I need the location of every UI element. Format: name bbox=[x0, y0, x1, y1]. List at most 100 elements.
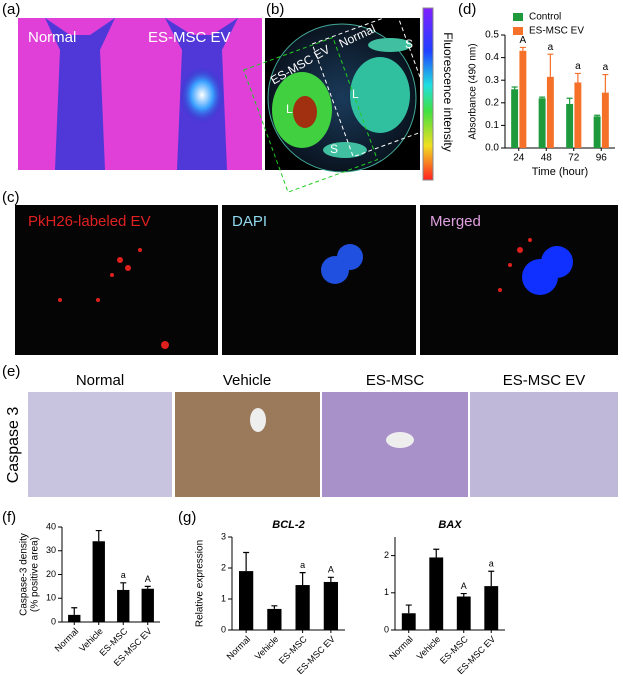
bar bbox=[511, 89, 519, 148]
liver-core bbox=[293, 96, 317, 128]
y-tick-label: 0.1 bbox=[485, 120, 499, 131]
image-label: L bbox=[286, 102, 293, 116]
error-bar bbox=[95, 529, 102, 542]
y-tick-label: 3 bbox=[221, 531, 226, 541]
legend-label: ES-MSC EV bbox=[529, 26, 584, 37]
y-tick-label: 20 bbox=[46, 569, 56, 579]
error-bar bbox=[71, 607, 78, 615]
y-tick-label: 2 bbox=[384, 550, 389, 560]
y-tick-label: 30 bbox=[46, 545, 56, 555]
bar bbox=[323, 581, 338, 630]
x-tick-label: 72 bbox=[568, 153, 580, 164]
image bbox=[175, 392, 320, 497]
bar bbox=[429, 557, 444, 630]
error-bar bbox=[144, 585, 151, 589]
dashed-box bbox=[242, 36, 378, 193]
y-tick-label: 0.4 bbox=[485, 52, 499, 63]
error-bar bbox=[511, 86, 518, 90]
error-bar bbox=[566, 97, 573, 104]
x-axis-label: Time (hour) bbox=[532, 166, 588, 178]
column-label: Vehicle bbox=[223, 372, 271, 389]
bar bbox=[566, 103, 574, 148]
dashed-box bbox=[311, 12, 439, 158]
bar bbox=[295, 585, 310, 630]
vessel bbox=[386, 432, 414, 448]
mouse-shape bbox=[45, 18, 115, 170]
image bbox=[15, 205, 218, 355]
bar bbox=[519, 50, 527, 148]
error-bar bbox=[488, 570, 495, 587]
image-label: L bbox=[352, 87, 359, 101]
row-label: Caspase 3 bbox=[5, 407, 22, 484]
panel-label: (a) bbox=[2, 1, 20, 18]
column-label: Normal bbox=[76, 372, 124, 389]
x-tick-label: 96 bbox=[596, 153, 608, 164]
bar bbox=[601, 92, 609, 148]
y-tick-label: 0.3 bbox=[485, 75, 499, 86]
image-label: S bbox=[405, 37, 413, 51]
error-bar bbox=[594, 114, 601, 117]
image-label: Merged bbox=[430, 213, 481, 230]
bar bbox=[117, 589, 130, 622]
legend-swatch bbox=[513, 13, 523, 21]
annotation: a bbox=[575, 61, 581, 72]
error-bar bbox=[243, 551, 250, 572]
colorbar bbox=[422, 7, 434, 181]
error-bar bbox=[271, 605, 278, 609]
y-tick-label: 0 bbox=[51, 616, 56, 626]
liver bbox=[350, 57, 410, 133]
bar bbox=[546, 76, 554, 148]
bar bbox=[141, 588, 154, 622]
ev-dots bbox=[58, 248, 169, 349]
panel-label: (f) bbox=[2, 509, 16, 526]
y-tick-label: 0.2 bbox=[485, 97, 499, 108]
bar bbox=[538, 98, 546, 148]
annotation: A bbox=[461, 581, 467, 591]
nucleus bbox=[337, 244, 363, 270]
error-bar bbox=[327, 576, 334, 582]
chart-title: BCL-2 bbox=[272, 519, 304, 531]
column-label: ES-MSC bbox=[366, 372, 425, 389]
annotation: A bbox=[145, 574, 151, 584]
panel-label: (b) bbox=[266, 1, 284, 18]
panel-label: (g) bbox=[178, 509, 196, 526]
annotation: a bbox=[603, 62, 609, 73]
y-tick-label: 0 bbox=[221, 624, 226, 634]
panel-label: (d) bbox=[458, 1, 476, 18]
y-axis-label: (% positive area) bbox=[30, 537, 41, 612]
image bbox=[28, 392, 172, 497]
bar bbox=[593, 116, 601, 148]
bar bbox=[92, 541, 105, 622]
y-axis-label: Caspase-3 density bbox=[19, 533, 30, 616]
error-bar bbox=[547, 53, 554, 77]
column-label: ES-MSC EV bbox=[503, 372, 586, 389]
legend-swatch bbox=[513, 27, 523, 35]
legend-label: Control bbox=[529, 12, 561, 23]
y-axis-label: Relative expression bbox=[195, 540, 206, 627]
y-tick-label: 0 bbox=[384, 624, 389, 634]
y-axis-label: Absorbance (490 nm) bbox=[468, 43, 479, 139]
error-bar bbox=[460, 592, 467, 597]
error-bar bbox=[574, 72, 581, 83]
spleen bbox=[323, 142, 367, 158]
bar bbox=[456, 596, 471, 630]
y-tick-label: 1 bbox=[221, 593, 226, 603]
annotation: a bbox=[121, 570, 126, 580]
image-label: PkH26-labeled EV bbox=[28, 213, 151, 230]
error-bar bbox=[519, 46, 526, 51]
image-label: DAPI bbox=[232, 213, 267, 230]
x-tick-label: 24 bbox=[513, 153, 525, 164]
bar bbox=[68, 614, 81, 622]
y-tick-label: 2 bbox=[221, 562, 226, 572]
image-label: S bbox=[330, 142, 338, 156]
y-tick-label: 1 bbox=[384, 587, 389, 597]
annotation: A bbox=[328, 565, 334, 575]
x-tick-label: Vehicle bbox=[253, 634, 281, 662]
error-bar bbox=[299, 572, 306, 586]
image-label: ES-MSC EV bbox=[148, 29, 231, 46]
y-tick-label: 40 bbox=[46, 521, 56, 531]
image bbox=[420, 205, 618, 355]
x-tick-label: Normal bbox=[53, 626, 81, 654]
y-tick-label: 10 bbox=[46, 593, 56, 603]
error-bar bbox=[433, 548, 440, 558]
